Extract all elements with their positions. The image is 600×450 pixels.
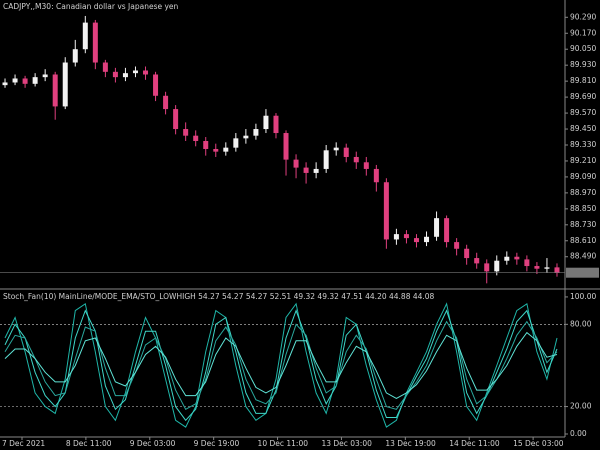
stoch-line xyxy=(4,331,558,399)
candle-body xyxy=(393,234,399,240)
candle-body xyxy=(143,70,149,75)
candle-body xyxy=(363,162,369,169)
candle-body xyxy=(72,49,78,63)
y-tick-label: 90.290 xyxy=(570,12,596,21)
candle-body xyxy=(534,266,540,269)
candle-body xyxy=(454,242,460,249)
candle-body xyxy=(173,109,179,130)
candle-body xyxy=(32,77,38,84)
candle-body xyxy=(122,73,128,78)
candle-body xyxy=(504,256,510,261)
y-tick-label: 0.00 xyxy=(570,429,587,438)
stoch-line xyxy=(4,302,558,428)
y-tick-label: 89.570 xyxy=(570,108,596,117)
candle-body xyxy=(42,74,48,78)
y-tick-label: 89.090 xyxy=(570,172,596,181)
candle-body xyxy=(203,141,209,149)
y-tick-label: 100.00 xyxy=(570,292,596,301)
candle-body xyxy=(424,236,430,243)
candle-body xyxy=(554,267,560,273)
candle-body xyxy=(403,234,409,239)
stoch-line xyxy=(4,320,558,410)
candle-body xyxy=(544,267,550,269)
candle-body xyxy=(514,256,520,260)
y-tick-label: 89.930 xyxy=(570,60,596,69)
candle-body xyxy=(464,248,470,259)
candle-body xyxy=(524,259,530,267)
candle-body xyxy=(293,159,299,168)
x-tick-label: 13 Dec 03:00 xyxy=(321,439,372,448)
candle-body xyxy=(2,82,8,86)
x-tick-label: 13 Dec 19:00 xyxy=(385,439,436,448)
candle-body xyxy=(233,138,239,148)
candle-body xyxy=(22,78,28,84)
y-tick-label: 90.170 xyxy=(570,28,596,37)
indicator-title: Stoch_Fan(10) MainLine/MODE_EMA/STO_LOWH… xyxy=(3,292,435,301)
candle-body xyxy=(52,74,58,107)
candle-body xyxy=(62,62,68,107)
y-tick-label: 88.610 xyxy=(570,236,596,245)
x-tick-label: 8 Dec 11:00 xyxy=(66,439,112,448)
candle-body xyxy=(383,182,389,240)
candle-body xyxy=(373,168,379,183)
candle-body xyxy=(102,62,108,72)
x-tick-label: 7 Dec 2021 xyxy=(2,439,45,448)
candle-body xyxy=(12,78,18,83)
candle-body xyxy=(283,133,289,160)
y-tick-label: 89.690 xyxy=(570,92,596,101)
candle-body xyxy=(253,129,259,136)
candle-body xyxy=(333,147,339,151)
candle-body xyxy=(494,260,500,272)
candle-body xyxy=(353,156,359,163)
candle-body xyxy=(243,135,249,139)
candle-body xyxy=(193,135,199,142)
y-tick-label: 89.810 xyxy=(570,76,596,85)
candle-body xyxy=(474,258,480,264)
candle-body xyxy=(434,218,440,237)
y-tick-label: 20.00 xyxy=(570,402,592,411)
candle-body xyxy=(92,22,98,63)
candle-body xyxy=(213,148,219,152)
candle-body xyxy=(323,150,329,169)
candle-body xyxy=(132,70,138,74)
candle-body xyxy=(112,71,118,78)
x-tick-label: 15 Dec 03:00 xyxy=(513,439,564,448)
x-tick-label: 10 Dec 11:00 xyxy=(258,439,309,448)
y-tick-label: 80.00 xyxy=(570,319,592,328)
candle-body xyxy=(303,167,309,173)
candle-body xyxy=(313,168,319,173)
candle-body xyxy=(223,147,229,152)
candle-body xyxy=(82,22,88,50)
candle-body xyxy=(413,238,419,243)
candle-body xyxy=(183,129,189,136)
candle-body xyxy=(343,147,349,157)
y-tick-label: 88.850 xyxy=(570,204,596,213)
x-tick-label: 14 Dec 11:00 xyxy=(449,439,500,448)
y-tick-label: 88.490 xyxy=(570,252,596,261)
candle-body xyxy=(273,115,279,134)
y-tick-label: 88.730 xyxy=(570,220,596,229)
y-tick-label: 89.450 xyxy=(570,124,596,133)
y-tick-label: 89.330 xyxy=(570,140,596,149)
candle-body xyxy=(263,115,269,130)
x-tick-label: 9 Dec 19:00 xyxy=(194,439,240,448)
y-tick-label: 88.970 xyxy=(570,188,596,197)
candle-body xyxy=(163,95,169,110)
y-tick-label: 90.050 xyxy=(570,44,596,53)
x-tick-label: 9 Dec 03:00 xyxy=(130,439,176,448)
candle-body xyxy=(153,74,159,96)
y-tick-label: 89.210 xyxy=(570,156,596,165)
candle-body xyxy=(444,218,450,243)
last-price-box xyxy=(566,267,599,278)
chart-title: CADJPY,,M30: Canadian dollar vs Japanese… xyxy=(3,2,179,11)
candle-body xyxy=(484,263,490,272)
